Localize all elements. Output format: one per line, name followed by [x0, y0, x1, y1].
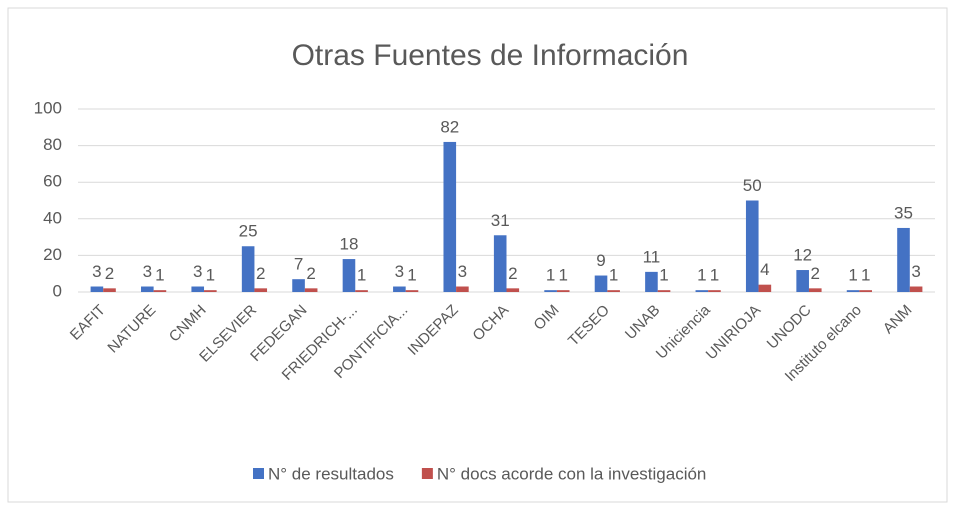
data-label: 1 — [697, 266, 706, 285]
data-label: 1 — [710, 266, 719, 285]
data-label: 1 — [848, 266, 857, 285]
data-label: 1 — [155, 266, 164, 285]
bar — [355, 290, 368, 292]
data-label: 1 — [357, 266, 366, 285]
y-tick-label: 80 — [43, 135, 62, 154]
data-label: 4 — [760, 260, 769, 279]
bar — [405, 290, 419, 292]
y-tick-label: 60 — [43, 172, 62, 191]
bar — [141, 286, 154, 292]
data-label: 2 — [256, 264, 265, 283]
bar — [493, 235, 507, 292]
y-tick-label: 0 — [53, 281, 62, 300]
bar — [304, 288, 318, 292]
bar — [204, 290, 217, 292]
bar — [846, 290, 860, 292]
data-label: 2 — [105, 264, 114, 283]
data-label: 50 — [743, 176, 762, 195]
data-label: 12 — [793, 246, 812, 265]
data-label: 35 — [894, 203, 913, 222]
bar — [90, 286, 104, 292]
bar — [191, 286, 205, 292]
data-label: 1 — [546, 266, 555, 285]
data-label: 3 — [395, 262, 404, 281]
data-label: 3 — [92, 262, 101, 281]
data-label: 1 — [861, 266, 870, 285]
data-label: 82 — [440, 117, 459, 136]
data-label: 18 — [340, 235, 359, 254]
bar — [342, 259, 356, 292]
data-label: 1 — [206, 266, 215, 285]
data-label: 1 — [609, 266, 618, 285]
data-label: 1 — [558, 266, 567, 285]
legend-swatch — [253, 468, 264, 479]
legend-swatch — [421, 468, 433, 479]
bar — [657, 290, 671, 292]
data-label: 3 — [911, 262, 920, 281]
bar — [506, 288, 520, 292]
chart-title: Otras Fuentes de Información — [292, 39, 689, 72]
bar — [909, 286, 923, 292]
data-label: 2 — [306, 264, 315, 283]
data-label: 3 — [143, 262, 152, 281]
bar — [745, 200, 759, 292]
bar — [594, 275, 608, 292]
data-label: 1 — [407, 266, 416, 285]
bar — [153, 290, 167, 292]
bar — [556, 290, 570, 292]
legend-label: N° de resultados — [268, 464, 394, 483]
bar — [103, 288, 116, 292]
data-label: 1 — [659, 266, 668, 285]
data-label: 7 — [294, 255, 303, 274]
data-label: 31 — [491, 211, 510, 230]
bar — [443, 141, 457, 292]
y-tick-label: 100 — [34, 98, 62, 117]
bar — [544, 290, 557, 292]
bar — [897, 227, 910, 292]
data-label: 2 — [811, 264, 820, 283]
data-label: 3 — [193, 262, 202, 281]
data-label: 3 — [458, 262, 467, 281]
bar — [796, 270, 809, 292]
bar — [695, 290, 709, 292]
bar — [645, 271, 658, 292]
data-label: 9 — [596, 251, 605, 270]
bar — [393, 286, 406, 292]
bar — [708, 290, 721, 292]
bar — [456, 286, 469, 292]
y-tick-label: 20 — [43, 245, 62, 264]
legend-label: N° docs acorde con la investigación — [437, 464, 707, 483]
y-tick-label: 40 — [43, 208, 62, 227]
bar — [292, 279, 305, 292]
bar — [758, 284, 772, 292]
data-label: 2 — [508, 264, 517, 283]
bar — [808, 288, 822, 292]
bar — [859, 290, 872, 292]
data-label: 25 — [239, 222, 258, 241]
bar — [241, 246, 255, 292]
bar — [607, 290, 620, 292]
bar — [254, 288, 268, 292]
data-label: 11 — [643, 247, 661, 266]
